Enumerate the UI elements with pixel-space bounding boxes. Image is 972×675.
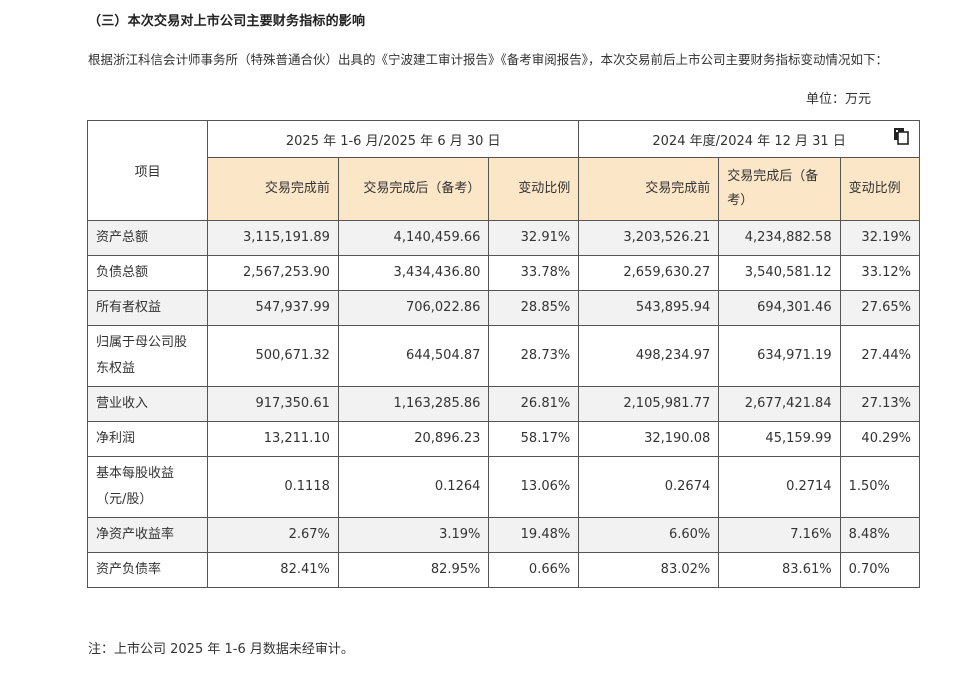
value-cell: 83.61% [718, 552, 841, 588]
row-label: 归属于母公司股东权益 [86, 325, 209, 387]
value-cell: 917,350.61 [207, 386, 339, 422]
value-cell: 0.2714 [718, 456, 841, 518]
value-cell: 28.85% [488, 290, 580, 326]
value-cell: 1.50% [839, 456, 921, 518]
value-cell: 33.12% [839, 255, 921, 291]
row-label: 净利润 [86, 421, 209, 457]
value-cell: 2,567,253.90 [207, 255, 339, 291]
value-cell: 3,434,436.80 [337, 255, 490, 291]
value-cell: 32,190.08 [578, 421, 720, 457]
value-cell: 82.95% [337, 552, 490, 588]
sub-header-before-2025: 交易完成前 [207, 157, 339, 221]
value-cell: 0.1118 [207, 456, 339, 518]
value-cell: 0.66% [488, 552, 580, 588]
table-row: 归属于母公司股东权益 500,671.32 644,504.87 28.73% … [86, 325, 921, 387]
value-cell: 3,540,581.12 [718, 255, 841, 291]
value-cell: 6.60% [578, 517, 720, 553]
value-cell: 13.06% [488, 456, 580, 518]
table-row: 资产负债率 82.41% 82.95% 0.66% 83.02% 83.61% … [86, 552, 921, 588]
value-cell: 3,203,526.21 [578, 220, 720, 256]
sub-header-change-2024: 变动比例 [839, 157, 921, 221]
value-cell: 1,163,285.86 [337, 386, 490, 422]
sub-header-change-2025: 变动比例 [488, 157, 580, 221]
row-label: 资产负债率 [86, 552, 209, 588]
table-row: 营业收入 917,350.61 1,163,285.86 26.81% 2,10… [86, 386, 921, 422]
item-column-header: 项目 [86, 120, 209, 221]
value-cell: 28.73% [488, 325, 580, 387]
unit-label: 单位：万元 [805, 92, 871, 107]
table-row: 净资产收益率 2.67% 3.19% 19.48% 6.60% 7.16% 8.… [86, 517, 921, 553]
table-row: 净利润 13,211.10 20,896.23 58.17% 32,190.08… [86, 421, 921, 457]
value-cell: 26.81% [488, 386, 580, 422]
value-cell: 40.29% [839, 421, 921, 457]
value-cell: 83.02% [578, 552, 720, 588]
value-cell: 4,140,459.66 [337, 220, 490, 256]
value-cell: 7.16% [718, 517, 841, 553]
sub-header-before-2024: 交易完成前 [578, 157, 720, 221]
table-row: 所有者权益 547,937.99 706,022.86 28.85% 543,8… [86, 290, 921, 326]
value-cell: 19.48% [488, 517, 580, 553]
value-cell: 500,671.32 [207, 325, 339, 387]
value-cell: 20,896.23 [337, 421, 490, 457]
value-cell: 4,234,882.58 [718, 220, 841, 256]
value-cell: 2,659,630.27 [578, 255, 720, 291]
value-cell: 13,211.10 [207, 421, 339, 457]
value-cell: 8.48% [839, 517, 921, 553]
table-body: 资产总额 3,115,191.89 4,140,459.66 32.91% 3,… [86, 220, 921, 588]
value-cell: 27.13% [839, 386, 921, 422]
table-row: 资产总额 3,115,191.89 4,140,459.66 32.91% 3,… [86, 220, 921, 256]
value-cell: 706,022.86 [337, 290, 490, 326]
value-cell: 27.44% [839, 325, 921, 387]
row-label: 所有者权益 [86, 290, 209, 326]
period-header-2025: 2025 年 1-6 月/2025 年 6 月 30 日 [207, 120, 580, 158]
intro-paragraph: 根据浙江科信会计师事务所（特殊普通合伙）出具的《宁波建工审计报告》《备考审阅报告… [88, 52, 889, 67]
value-cell: 0.70% [839, 552, 921, 588]
value-cell: 0.1264 [337, 456, 490, 518]
sub-header-after-2025: 交易完成后（备考） [337, 157, 490, 221]
value-cell: 3.19% [337, 517, 490, 553]
row-label: 资产总额 [86, 220, 209, 256]
value-cell: 32.91% [488, 220, 580, 256]
value-cell: 634,971.19 [718, 325, 841, 387]
value-cell: 3,115,191.89 [207, 220, 339, 256]
value-cell: 547,937.99 [207, 290, 339, 326]
value-cell: 2,105,981.77 [578, 386, 720, 422]
sub-header-after-2024: 交易完成后（备考） [718, 157, 841, 221]
row-label: 营业收入 [86, 386, 209, 422]
value-cell: 45,159.99 [718, 421, 841, 457]
row-label: 基本每股收益（元/股） [86, 456, 209, 518]
row-label: 净资产收益率 [86, 517, 209, 553]
value-cell: 543,895.94 [578, 290, 720, 326]
value-cell: 82.41% [207, 552, 339, 588]
period-header-2024: 2024 年度/2024 年 12 月 31 日 [578, 120, 920, 158]
financial-indicators-table: 项目 2025 年 1-6 月/2025 年 6 月 30 日 2024 年度/… [86, 120, 921, 588]
value-cell: 2.67% [207, 517, 339, 553]
value-cell: 33.78% [488, 255, 580, 291]
row-label: 负债总额 [86, 255, 209, 291]
value-cell: 2,677,421.84 [718, 386, 841, 422]
value-cell: 644,504.87 [337, 325, 490, 387]
value-cell: 27.65% [839, 290, 921, 326]
period-header-2024-label: 2024 年度/2024 年 12 月 31 日 [652, 133, 846, 149]
value-cell: 498,234.97 [578, 325, 720, 387]
table-row: 负债总额 2,567,253.90 3,434,436.80 33.78% 2,… [86, 255, 921, 291]
value-cell: 58.17% [488, 421, 580, 457]
copy-icon[interactable] [893, 127, 909, 145]
value-cell: 0.2674 [578, 456, 720, 518]
value-cell: 32.19% [839, 220, 921, 256]
value-cell: 694,301.46 [718, 290, 841, 326]
section-heading: （三）本次交易对上市公司主要财务指标的影响 [88, 14, 366, 29]
footnote: 注：上市公司 2025 年 1-6 月数据未经审计。 [88, 642, 354, 657]
table-row: 基本每股收益（元/股） 0.1118 0.1264 13.06% 0.2674 … [86, 456, 921, 518]
